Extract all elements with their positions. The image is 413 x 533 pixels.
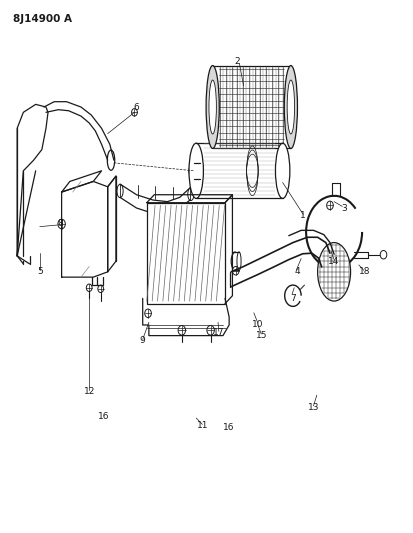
Text: 8J14900 A: 8J14900 A <box>13 14 72 24</box>
Ellipse shape <box>275 143 290 198</box>
Text: 17: 17 <box>213 328 225 337</box>
Ellipse shape <box>107 150 115 170</box>
Text: 14: 14 <box>328 257 340 265</box>
Text: 2: 2 <box>235 58 240 66</box>
Ellipse shape <box>284 66 297 149</box>
Text: 1: 1 <box>300 212 306 221</box>
Text: 16: 16 <box>98 412 109 421</box>
Ellipse shape <box>188 188 194 200</box>
Text: 6: 6 <box>134 102 140 111</box>
Text: 12: 12 <box>83 387 95 396</box>
Circle shape <box>178 326 185 335</box>
Text: 5: 5 <box>37 268 43 276</box>
Circle shape <box>86 284 92 292</box>
Text: 9: 9 <box>140 336 145 345</box>
Ellipse shape <box>206 66 219 149</box>
Text: 10: 10 <box>252 320 264 329</box>
Text: 18: 18 <box>359 268 371 276</box>
Ellipse shape <box>189 143 204 198</box>
Text: 11: 11 <box>197 422 208 431</box>
Circle shape <box>233 266 239 275</box>
Text: 16: 16 <box>223 423 235 432</box>
Ellipse shape <box>237 252 241 270</box>
Text: 8: 8 <box>57 220 63 229</box>
Ellipse shape <box>117 184 123 198</box>
Circle shape <box>132 109 138 116</box>
Text: 4: 4 <box>294 268 300 276</box>
Ellipse shape <box>318 243 351 301</box>
Ellipse shape <box>209 80 216 134</box>
Text: 7: 7 <box>290 294 296 303</box>
Text: 13: 13 <box>308 403 319 412</box>
Circle shape <box>145 309 151 318</box>
Circle shape <box>98 285 104 293</box>
Text: 3: 3 <box>342 204 347 213</box>
Bar <box>147 203 225 304</box>
Circle shape <box>207 326 214 335</box>
Text: 15: 15 <box>256 331 268 340</box>
Circle shape <box>380 251 387 259</box>
Circle shape <box>58 219 65 229</box>
Circle shape <box>327 201 333 209</box>
Ellipse shape <box>287 80 294 134</box>
